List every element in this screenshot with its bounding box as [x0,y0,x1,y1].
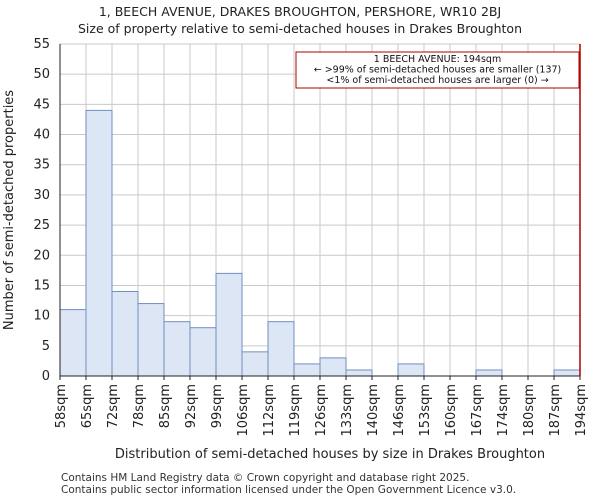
footer-copyright: Contains HM Land Registry data © Crown c… [61,472,470,484]
y-tick-label: 10 [33,309,50,324]
annotation-line-2: ← >99% of semi-detached houses are small… [314,65,562,76]
y-tick-label: 0 [42,369,50,384]
x-axis-label: Distribution of semi-detached houses by … [115,447,545,462]
bar [553,369,581,377]
bar [475,369,503,377]
x-tick-label: 160sqm [444,384,459,437]
x-tick-label: 180sqm [522,384,537,437]
y-tick-label: 25 [33,218,50,233]
y-axis-label: Number of semi-detached properties [2,90,17,330]
bar-chart: 0 5 10 15 20 25 30 35 40 45 50 55 58sqm 65sqm 72sqm 78s… [2,37,589,462]
x-tick-label: 119sqm [288,384,303,437]
x-tick-label: 106sqm [236,384,251,437]
bar [85,109,113,377]
x-tick-label: 85sqm [158,384,173,428]
bar [267,321,295,377]
x-tick-label: 153sqm [418,384,433,437]
bar [319,357,347,377]
y-tick-label: 55 [33,37,50,52]
x-tick-label: 187sqm [548,384,563,437]
chart-title-line1: 1, BEECH AVENUE, DRAKES BROUGHTON, PERSH… [98,4,502,19]
bar [293,363,321,377]
annotation-line-1: 1 BEECH AVENUE: 194sqm [374,54,501,65]
x-tick-label: 167sqm [470,384,485,437]
annotation-line-3: <1% of semi-detached houses are larger (… [326,75,548,86]
y-tick-label: 5 [42,339,50,354]
x-tick-label: 78sqm [132,384,147,428]
x-tick-label: 112sqm [262,384,277,437]
bar [189,327,217,377]
x-tick-label: 99sqm [210,384,225,428]
y-tick-label: 15 [33,278,50,293]
x-tick-label: 133sqm [340,384,355,437]
x-tick-label: 126sqm [314,384,329,437]
bar [137,303,165,377]
x-tick-label: 146sqm [392,384,407,437]
y-tick-label: 45 [33,97,50,112]
bar [111,290,139,377]
x-tick-label: 65sqm [80,384,95,428]
annotation-box [295,51,580,89]
bar [345,369,373,377]
y-tick-label: 35 [33,158,50,173]
x-tick-label: 174sqm [496,384,511,437]
x-tick-label: 194sqm [574,384,589,437]
x-tick-label: 92sqm [184,384,199,428]
bar [215,272,243,377]
bar [241,351,269,377]
x-tick-label: 72sqm [106,384,121,428]
y-tick-label: 30 [33,188,50,203]
x-tick-label: 140sqm [366,384,381,437]
bar [163,321,191,377]
y-tick-label: 40 [33,128,50,143]
bar [397,363,425,377]
y-tick-label: 20 [33,248,50,263]
bar [59,309,87,377]
footer-licence: Contains public sector information licen… [61,484,517,496]
x-tick-label: 58sqm [54,384,69,428]
y-tick-label: 50 [33,67,50,82]
chart-title-line2: Size of property relative to semi-detach… [77,21,522,36]
